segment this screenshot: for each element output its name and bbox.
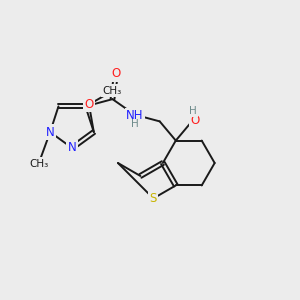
Text: O: O bbox=[84, 98, 94, 111]
Text: O: O bbox=[191, 114, 200, 127]
Text: H: H bbox=[131, 119, 139, 129]
Text: N: N bbox=[46, 126, 55, 139]
Text: N: N bbox=[68, 141, 76, 154]
Text: O: O bbox=[111, 67, 121, 80]
Text: S: S bbox=[150, 192, 157, 205]
Text: CH₃: CH₃ bbox=[102, 85, 121, 95]
Text: NH: NH bbox=[126, 109, 143, 122]
Text: CH₃: CH₃ bbox=[29, 159, 49, 169]
Text: H: H bbox=[190, 106, 197, 116]
